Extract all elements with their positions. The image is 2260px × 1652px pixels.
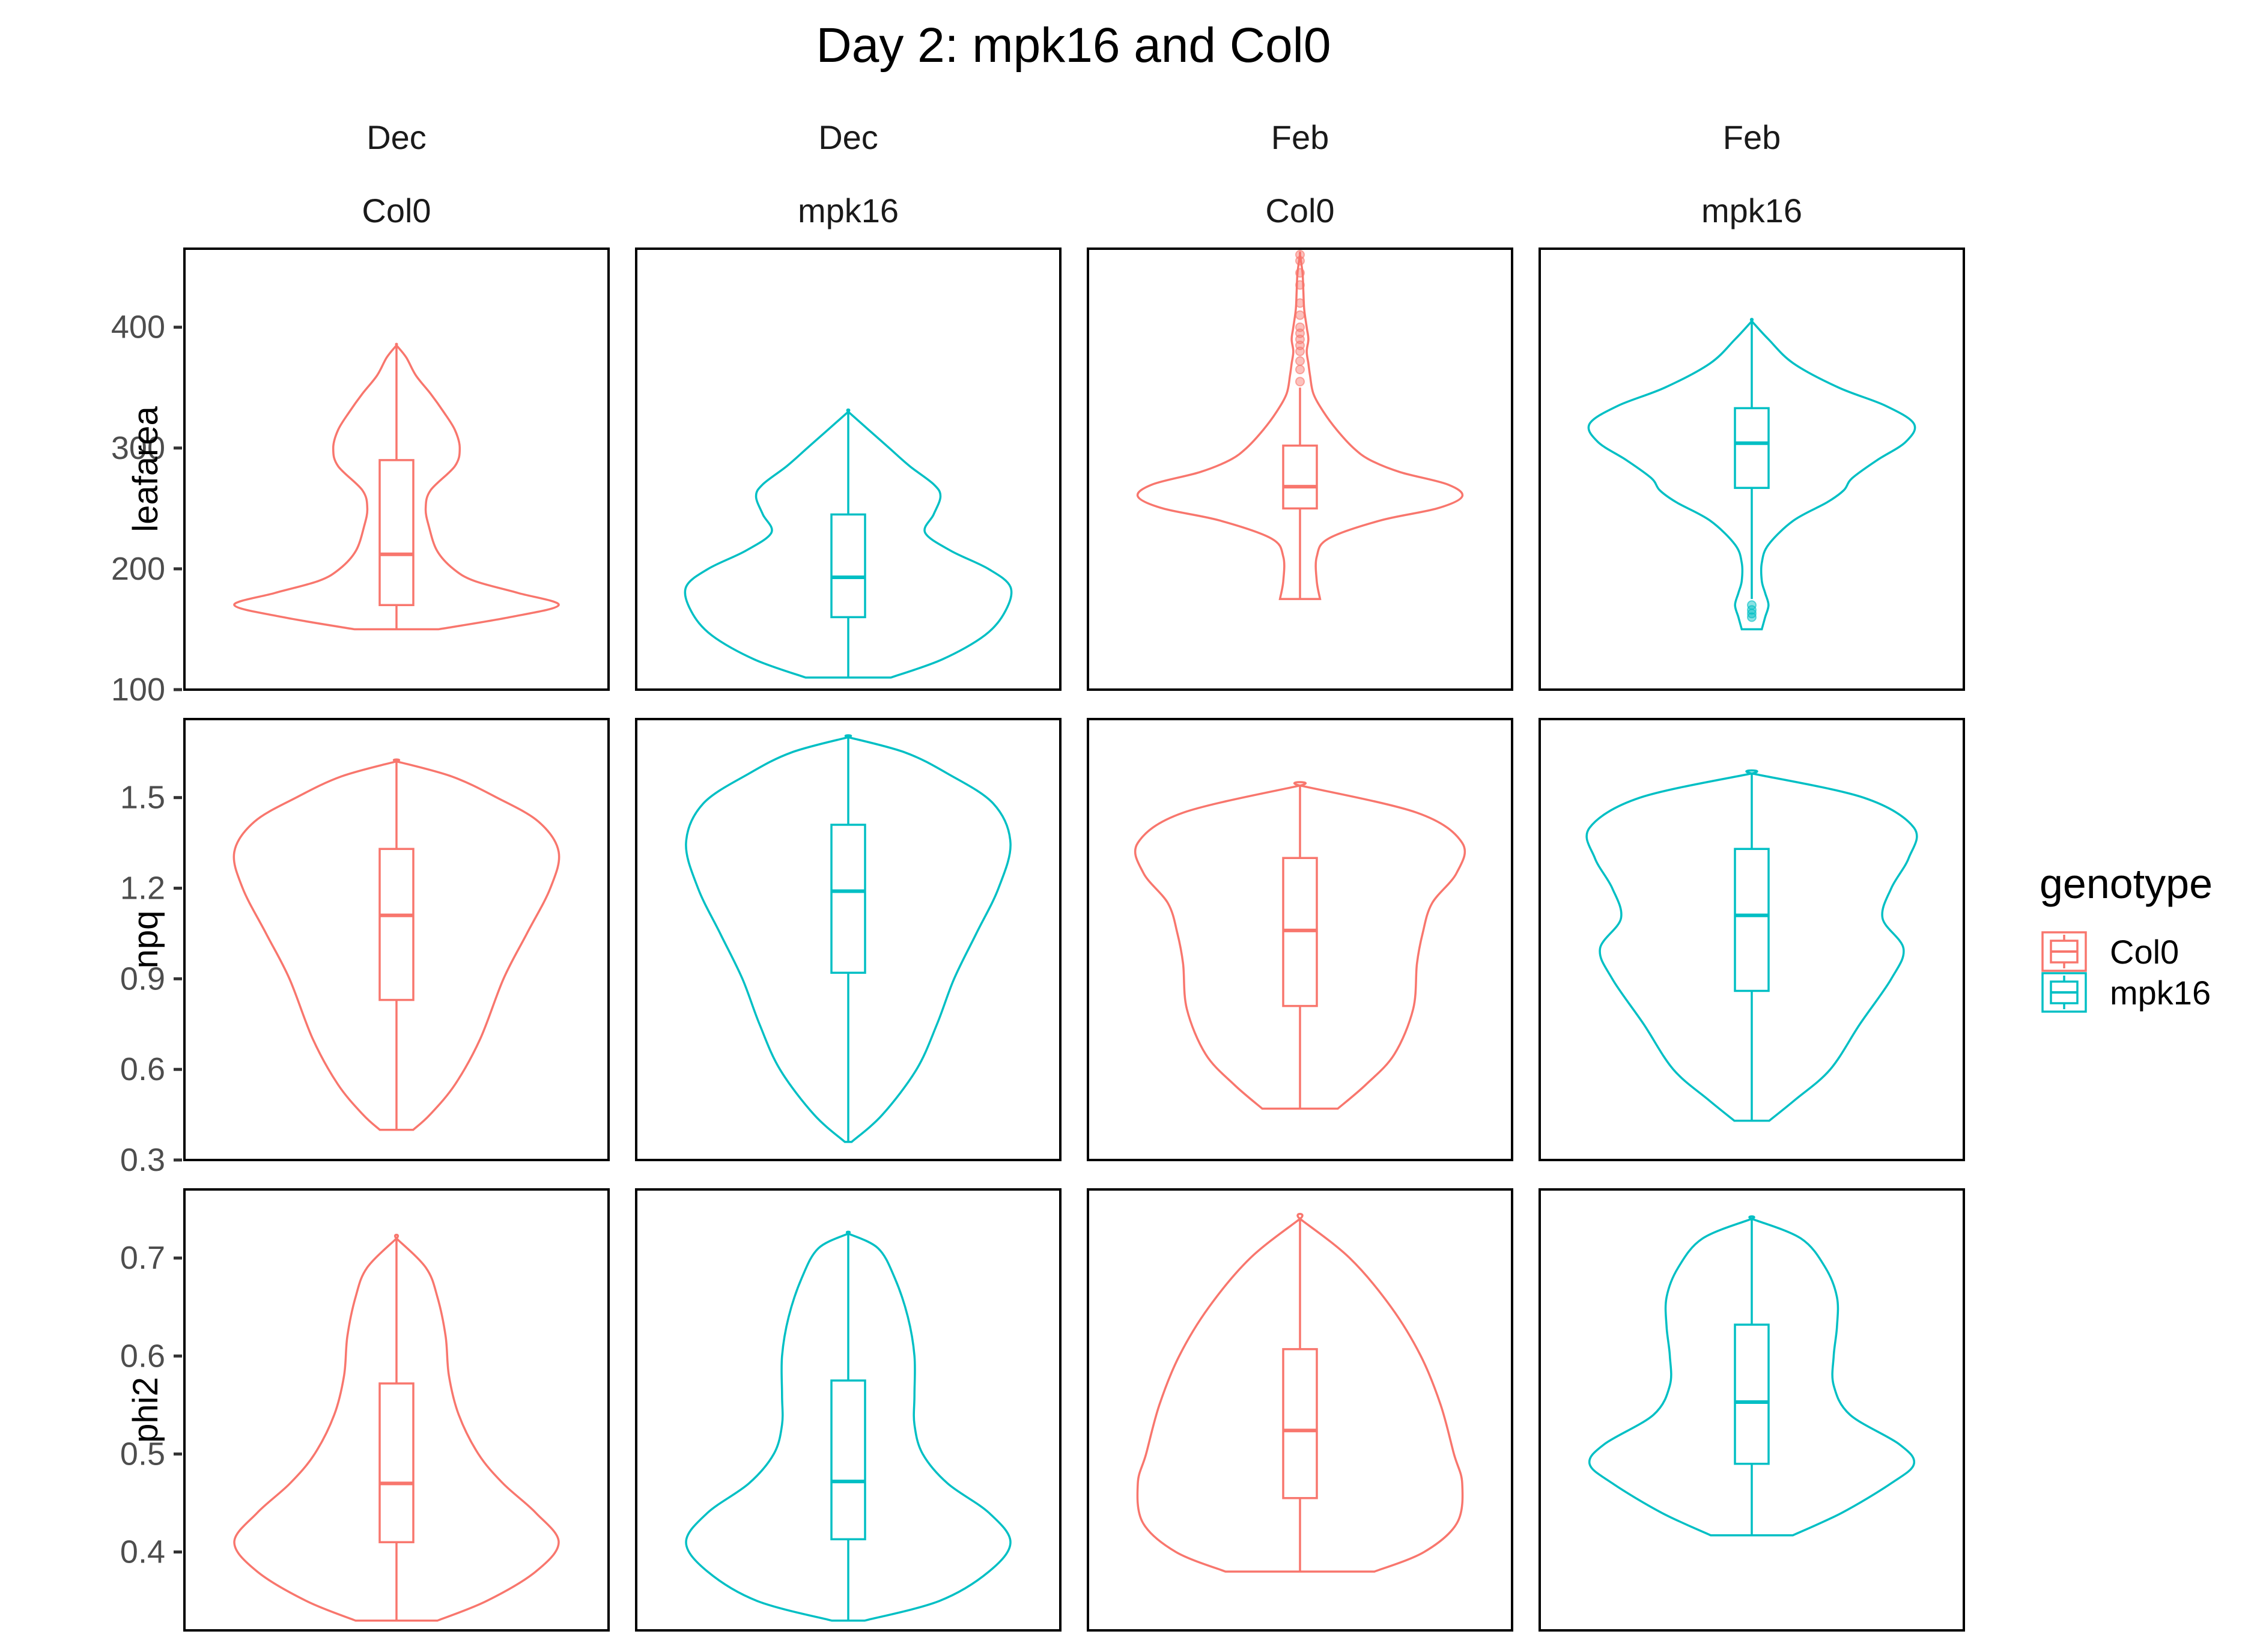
box-iqr <box>1282 1348 1318 1499</box>
y-tick-label: 0.7 <box>120 1240 165 1276</box>
outlier-point <box>1295 365 1305 375</box>
panel-border <box>635 718 1062 1161</box>
legend-key <box>2041 931 2087 972</box>
box-iqr <box>830 824 866 974</box>
y-tick-label: 0.3 <box>120 1142 165 1178</box>
y-axes: 100 200 300 400 leafarea 0.3 0.6 0.9 1.2 1.5 npq 0.… <box>111 309 182 1570</box>
box-iqr <box>1282 445 1318 510</box>
y-tick-label: 400 <box>111 309 165 345</box>
box-iqr <box>378 1382 415 1543</box>
facet-panel <box>635 718 1062 1161</box>
panel-border <box>183 718 610 1161</box>
strip-label-genotype: Col0 <box>362 192 431 229</box>
panel-border <box>1539 247 1965 691</box>
y-tick-label: 0.6 <box>120 1051 165 1087</box>
panel-border <box>183 1188 610 1632</box>
outlier-point <box>1295 356 1305 366</box>
outlier-point <box>1747 600 1757 610</box>
y-axis-label: phi2 <box>126 1377 165 1443</box>
outlier-point <box>1295 298 1305 308</box>
panel-border <box>1539 1188 1965 1632</box>
violin-shape <box>232 758 560 1131</box>
facet-panel <box>635 1188 1062 1632</box>
outlier-point <box>1295 377 1305 387</box>
y-tick-label: 0.5 <box>120 1436 165 1472</box>
facet-strips: Dec Col0 Dec mpk16 Feb Col0 Feb mpk16 <box>362 118 1802 229</box>
strip-label-month: Feb <box>1723 118 1781 156</box>
facet-panel <box>1539 1188 1965 1632</box>
violin-shape <box>1134 781 1466 1110</box>
y-tick-label: 300 <box>111 430 165 466</box>
violin-shape <box>685 734 1012 1143</box>
facet-panel <box>635 247 1062 691</box>
violin-shape <box>684 408 1013 679</box>
y-tick-label: 0.4 <box>120 1534 165 1570</box>
strip-label-genotype: Col0 <box>1265 192 1334 229</box>
facet-panel <box>1539 718 1965 1161</box>
y-tick-label: 1.2 <box>120 870 165 906</box>
strip-label-genotype: mpk16 <box>1701 192 1802 229</box>
strip-label-month: Feb <box>1271 118 1329 156</box>
outlier-point <box>1295 250 1305 260</box>
panel-border <box>183 247 610 691</box>
facet-panel <box>1087 1188 1513 1632</box>
panel-border <box>1087 718 1513 1161</box>
box-iqr <box>830 1379 866 1541</box>
legend-title: genotype <box>2040 860 2213 907</box>
box-iqr <box>1734 848 1770 992</box>
box-iqr <box>378 848 415 1001</box>
y-tick-label: 1.5 <box>120 780 165 816</box>
box-iqr <box>1734 1323 1770 1465</box>
outlier-point <box>1295 280 1305 290</box>
panel-border <box>635 247 1062 691</box>
facet-panel <box>183 1188 610 1632</box>
outlier-point <box>1747 605 1757 615</box>
box-iqr <box>830 513 866 619</box>
box-iqr <box>1734 407 1770 489</box>
panel-border <box>1087 247 1513 691</box>
violin-shape <box>1587 318 1916 631</box>
y-tick-label: 100 <box>111 672 165 708</box>
chart-title: Day 2: mpk16 and Col0 <box>816 18 1331 73</box>
outlier-point <box>1295 268 1305 278</box>
facet-panel <box>1087 247 1513 691</box>
violin-shape <box>1588 1215 1916 1537</box>
strip-label-month: Dec <box>366 118 427 156</box>
panel-border <box>1087 1188 1513 1632</box>
facet-panels <box>183 247 1965 1632</box>
strip-label-genotype: mpk16 <box>798 192 899 229</box>
legend-label: Col0 <box>2110 933 2179 971</box>
y-tick-label: 0.9 <box>120 961 165 997</box>
violin-shape <box>233 1233 560 1622</box>
violin-shape <box>1136 1213 1464 1573</box>
box-iqr <box>378 459 415 606</box>
outlier-point <box>1295 310 1305 320</box>
legend-label: mpk16 <box>2110 974 2211 1012</box>
violin-shape <box>1136 251 1464 600</box>
outlier-point <box>1295 322 1305 332</box>
y-axis-label: npq <box>126 911 165 969</box>
y-axis-label: leafarea <box>126 405 165 532</box>
violin-shape <box>1585 769 1918 1122</box>
facet-panel <box>183 718 610 1161</box>
violin-shape <box>233 342 560 631</box>
facet-panel <box>1539 247 1965 691</box>
y-tick-label: 0.6 <box>120 1338 165 1374</box>
panel-border <box>635 1188 1062 1632</box>
panel-border <box>1539 718 1965 1161</box>
facet-panel <box>1087 718 1513 1161</box>
violin-shape <box>685 1230 1012 1622</box>
facet-panel <box>183 247 610 691</box>
y-tick-label: 200 <box>111 551 165 587</box>
legend-key <box>2041 972 2087 1013</box>
strip-label-month: Dec <box>818 118 878 156</box>
